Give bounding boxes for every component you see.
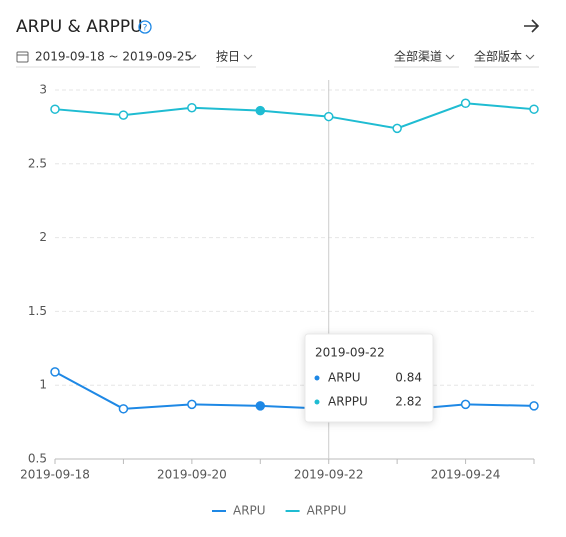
tooltip-series: ARPU (328, 371, 361, 385)
point (50, 367, 60, 377)
y-tick-label: 1.5 (28, 304, 47, 318)
point (460, 98, 471, 109)
svg-text:?: ? (143, 24, 148, 34)
point (255, 105, 266, 116)
granularity: 按日 (216, 50, 240, 64)
tooltip-dot (314, 399, 320, 405)
version-select[interactable]: 全部版本 (474, 49, 539, 68)
date-range: 2019-09-18 ~ 2019-09-25 (35, 50, 192, 64)
tooltip-series: ARPPU (328, 395, 368, 409)
legend-label: ARPU (233, 504, 266, 518)
tooltip: 2019-09-22 ARPU 0.84 ARPPU 2.82 (304, 333, 434, 423)
granularity-select[interactable]: 按日 (216, 50, 256, 68)
series-line (54, 102, 535, 130)
tooltip-value: 0.84 (395, 371, 422, 385)
point (50, 104, 60, 114)
point (118, 110, 129, 120)
x-tick-label: 2019-09-22 (294, 468, 364, 482)
tooltip-title: 2019-09-22 (315, 346, 385, 360)
y-tick-label: 0.5 (28, 452, 47, 466)
point (392, 123, 402, 134)
tooltip-dot (314, 375, 320, 381)
point (529, 401, 539, 411)
y-tick-label: 2.5 (28, 156, 47, 170)
tooltip-value: 2.82 (395, 395, 422, 409)
point (323, 111, 334, 122)
x-tick-label: 2019-09-24 (431, 468, 501, 482)
point (187, 102, 197, 113)
tooltip-box (304, 333, 434, 423)
y-tick-label: 3 (39, 83, 47, 97)
channel: 全部渠道 (394, 49, 442, 64)
point (460, 399, 471, 410)
version: 全部版本 (474, 49, 522, 64)
series-line (54, 371, 535, 412)
open-arrow[interactable] (524, 19, 540, 33)
point (187, 399, 197, 410)
y-tick-label: 1 (39, 378, 47, 392)
point (255, 401, 266, 411)
help-icon[interactable]: ? (138, 20, 152, 34)
legend-label: ARPPU (307, 504, 347, 518)
date-picker[interactable]: 2019-09-18 ~ 2019-09-25 (16, 50, 200, 68)
channel-select[interactable]: 全部渠道 (394, 49, 459, 68)
point (118, 404, 129, 414)
x-tick-label: 2019-09-20 (157, 468, 227, 482)
point (529, 104, 539, 114)
x-tick-label: 2019-09-18 (20, 468, 90, 482)
title: ARPU & ARPPU (16, 17, 143, 37)
y-tick-label: 2 (39, 230, 47, 244)
